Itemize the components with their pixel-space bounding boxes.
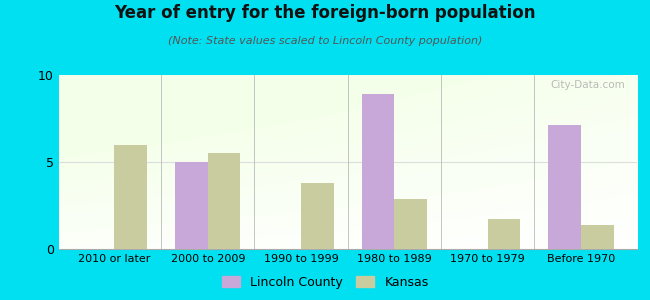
Bar — [114, 145, 147, 249]
Bar — [175, 162, 208, 249]
Text: Year of entry for the foreign-born population: Year of entry for the foreign-born popul… — [114, 4, 536, 22]
Text: City-Data.com: City-Data.com — [551, 80, 625, 90]
Bar — [208, 153, 240, 249]
Bar — [549, 125, 581, 249]
Legend: Lincoln County, Kansas: Lincoln County, Kansas — [216, 271, 434, 294]
Bar — [395, 199, 427, 249]
Bar — [362, 94, 395, 249]
Bar — [488, 219, 521, 249]
Bar — [301, 183, 333, 249]
Text: (Note: State values scaled to Lincoln County population): (Note: State values scaled to Lincoln Co… — [168, 36, 482, 46]
Bar — [581, 225, 614, 249]
